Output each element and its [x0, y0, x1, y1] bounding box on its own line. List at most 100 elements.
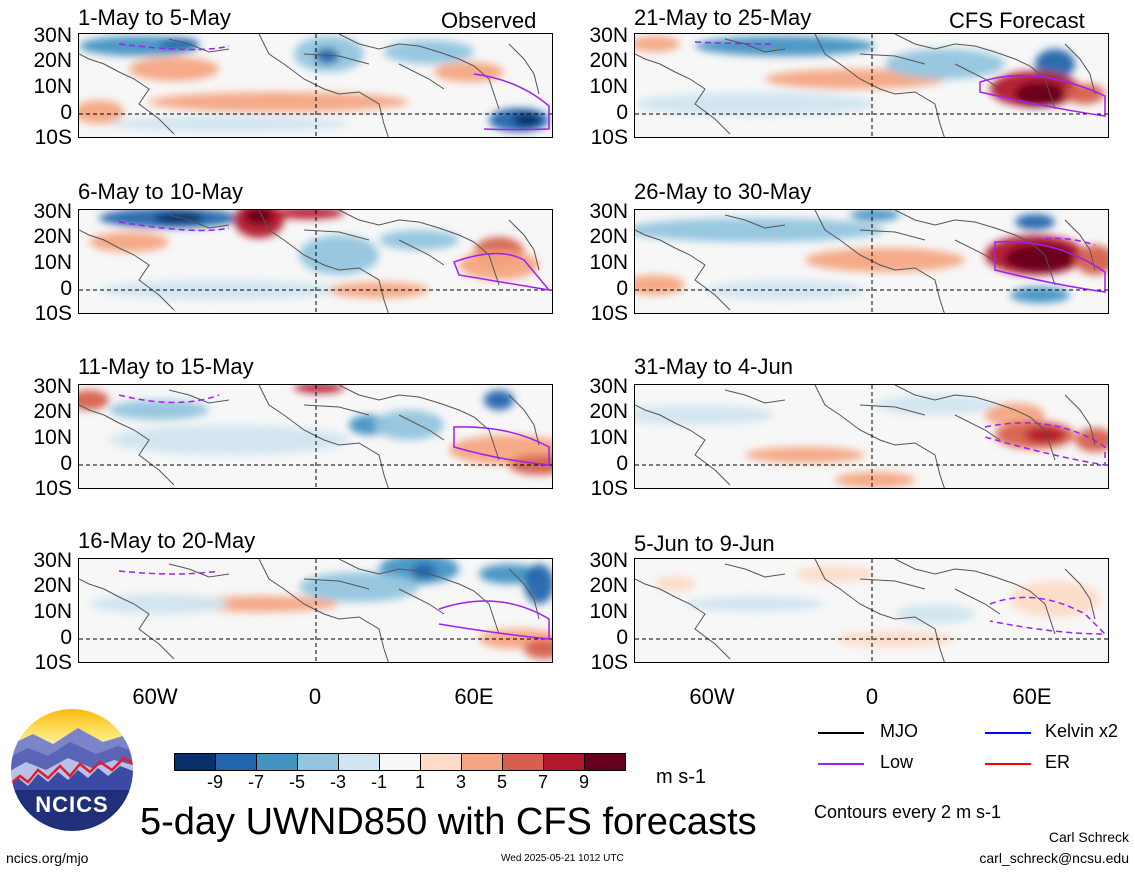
lat-label: 10S — [34, 651, 72, 674]
contour-note: Contours every 2 m s-1 — [814, 802, 1002, 822]
panel-title: 6-May to 10-May — [78, 179, 244, 204]
lat-label: 10N — [589, 426, 628, 449]
colorbar-swatch — [379, 753, 421, 771]
panel-label-forecast: CFS Forecast — [949, 8, 1085, 33]
lon-label: 60W — [132, 684, 178, 709]
lat-label: 10N — [589, 251, 628, 274]
colorbar-label: 5 — [496, 772, 507, 792]
map-panel-7 — [634, 384, 1109, 489]
lat-label: 20N — [589, 574, 628, 597]
lat-label: 20N — [589, 225, 628, 248]
lat-label: 0 — [60, 277, 72, 300]
author: Carl Schreck — [1048, 829, 1129, 845]
ncics-logo: NCICS — [8, 706, 136, 834]
lat-label: 10S — [34, 477, 72, 500]
lat-label: 10S — [34, 126, 72, 149]
lat-label: 10S — [590, 126, 628, 149]
figure-title: 5-day UWND850 with CFS forecasts — [140, 801, 757, 843]
legend-label: ER — [1045, 752, 1071, 772]
legend-line-er — [985, 763, 1031, 765]
colorbar-swatch — [543, 753, 585, 771]
colorbar-label: -7 — [247, 772, 264, 792]
lat-label: 10S — [590, 302, 628, 325]
lat-label: 0 — [616, 452, 628, 475]
lat-label: 10S — [590, 477, 628, 500]
colorbar-label: 7 — [537, 772, 548, 792]
lon-label: 60E — [454, 684, 494, 709]
lat-label: 20N — [33, 400, 72, 423]
logo-text: NCICS — [35, 792, 109, 817]
panel-title: 11-May to 15-May — [78, 354, 254, 379]
colorbar-swatch — [420, 753, 462, 771]
lat-label: 30N — [33, 375, 72, 398]
panel-title: 26-May to 30-May — [634, 179, 812, 204]
lat-label: 0 — [60, 101, 72, 124]
lat-label: 20N — [33, 49, 72, 72]
map-panel-1 — [78, 33, 553, 138]
lat-label: 30N — [589, 375, 628, 398]
lat-label: 10N — [589, 600, 628, 623]
legend-line-mjo — [818, 732, 864, 734]
lat-label: 10N — [33, 75, 72, 98]
colorbar-swatch — [338, 753, 380, 771]
lon-label: 60E — [1012, 684, 1052, 709]
lat-label: 0 — [616, 101, 628, 124]
colorbar-swatch — [174, 753, 216, 771]
timestamp: Wed 2025-05-21 1012 UTC — [501, 853, 624, 864]
panel-title: 16-May to 20-May — [78, 528, 256, 553]
lat-label: 0 — [60, 452, 72, 475]
lat-label: 30N — [589, 549, 628, 572]
colorbar-label: -5 — [288, 772, 305, 792]
lat-label: 30N — [33, 200, 72, 223]
panel-title: 21-May to 25-May — [634, 5, 812, 30]
map-panel-4 — [78, 558, 553, 663]
lon-label: 0 — [308, 684, 322, 709]
panel-title: 5-Jun to 9-Jun — [634, 531, 775, 556]
lat-label: 30N — [589, 200, 628, 223]
lon-label: 0 — [865, 684, 879, 709]
colorbar-label: -3 — [329, 772, 346, 792]
panel-title: 31-May to 4-Jun — [634, 354, 793, 379]
site-link[interactable]: ncics.org/mjo — [6, 850, 89, 866]
colorbar-label: 1 — [414, 772, 425, 792]
legend-line-kelvin — [985, 732, 1031, 734]
panel-label-observed: Observed — [441, 8, 537, 33]
lat-label: 30N — [589, 24, 628, 47]
colorbar-swatch — [256, 753, 298, 771]
lat-label: 10S — [34, 302, 72, 325]
lat-label: 20N — [589, 400, 628, 423]
colorbar-label: 3 — [455, 772, 466, 792]
lat-label: 20N — [33, 574, 72, 597]
colorbar-swatch — [215, 753, 257, 771]
lat-label: 30N — [33, 24, 72, 47]
lat-label: 10N — [589, 75, 628, 98]
lon-label: 60W — [689, 684, 735, 709]
colorbar-label: -9 — [206, 772, 223, 792]
email-link[interactable]: carl_schreck@ncsu.edu — [979, 850, 1129, 866]
lat-label: 10N — [33, 426, 72, 449]
map-panel-8 — [634, 558, 1109, 663]
lat-label: 0 — [60, 626, 72, 649]
colorbar-swatch — [461, 753, 503, 771]
lat-label: 20N — [33, 225, 72, 248]
colorbar-units: m s-1 — [656, 766, 706, 788]
legend-label: MJO — [880, 721, 918, 741]
lat-label: 10N — [33, 600, 72, 623]
colorbar-swatch — [502, 753, 544, 771]
lat-label: 20N — [589, 49, 628, 72]
legend-label: Low — [880, 752, 914, 772]
legend-line-low — [818, 763, 864, 765]
lat-label: 0 — [616, 277, 628, 300]
lat-label: 0 — [616, 626, 628, 649]
panel-title: 1-May to 5-May — [78, 5, 231, 30]
colorbar-swatch — [297, 753, 339, 771]
colorbar-label: -1 — [370, 772, 387, 792]
map-panel-2 — [78, 209, 553, 314]
colorbar-label: 9 — [578, 772, 589, 792]
colorbar-swatch — [584, 753, 626, 771]
map-panel-6 — [634, 209, 1109, 314]
lat-label: 10S — [590, 651, 628, 674]
lat-label: 10N — [33, 251, 72, 274]
lat-label: 30N — [33, 549, 72, 572]
map-panel-5 — [634, 33, 1109, 138]
